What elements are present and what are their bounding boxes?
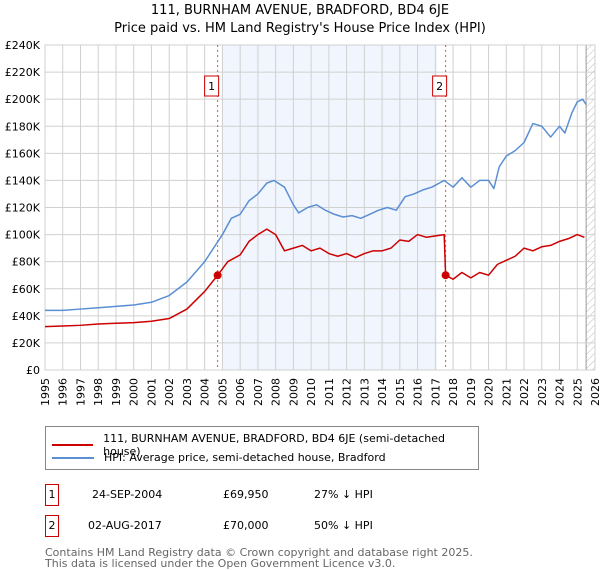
sale-marker-badge: 1 xyxy=(45,484,59,506)
sale-label: 2 xyxy=(436,80,443,93)
footer: Contains HM Land Registry data © Crown c… xyxy=(45,547,473,569)
series-line xyxy=(44,228,585,328)
sale-label-box xyxy=(432,75,448,97)
x-tick-label: 2016 xyxy=(412,378,425,406)
sale-label: 1 xyxy=(208,80,215,93)
chart-title: 111, BURNHAM AVENUE, BRADFORD, BD4 6JE P… xyxy=(0,2,600,38)
x-tick-label: 2004 xyxy=(199,378,212,406)
x-tick-label: 2009 xyxy=(287,378,300,406)
x-tick-label: 2001 xyxy=(145,378,158,406)
x-tick-label: 2002 xyxy=(163,378,176,406)
y-tick-label: £80K xyxy=(12,256,41,269)
title-line-2: Price paid vs. HM Land Registry's House … xyxy=(114,21,486,36)
y-tick-label: £20K xyxy=(12,337,41,350)
sale-price: £70,000 xyxy=(223,519,269,532)
x-tick-label: 2025 xyxy=(571,378,584,406)
x-tick-label: 2026 xyxy=(589,378,600,406)
x-tick-label: 2013 xyxy=(358,378,371,406)
legend-label: 111, BURNHAM AVENUE, BRADFORD, BD4 6JE (… xyxy=(103,432,446,458)
sale-price: £69,950 xyxy=(223,488,269,501)
y-tick-label: £200K xyxy=(5,93,41,106)
x-tick-label: 2012 xyxy=(341,378,354,406)
sale-point xyxy=(441,271,450,280)
x-tick-label: 2020 xyxy=(483,378,496,406)
x-tick-label: 2017 xyxy=(429,378,442,406)
series-line xyxy=(45,98,587,312)
sale-hpi-diff: 50% ↓ HPI xyxy=(314,519,373,532)
plot-border xyxy=(44,44,596,371)
legend-item-property: 111, BURNHAM AVENUE, BRADFORD, BD4 6JE (… xyxy=(52,432,478,458)
footer-line-1: Contains HM Land Registry data © Crown c… xyxy=(45,546,473,559)
x-tick-label: 2005 xyxy=(216,378,229,406)
title-line-1: 111, BURNHAM AVENUE, BRADFORD, BD4 6JE xyxy=(150,3,450,18)
y-tick-label: £40K xyxy=(12,310,41,323)
y-tick-label: £0 xyxy=(26,364,40,377)
sale-hpi-diff: 27% ↓ HPI xyxy=(314,488,373,501)
x-tick-label: 1995 xyxy=(39,378,52,406)
sale-point xyxy=(213,271,222,280)
x-tick-label: 2022 xyxy=(518,378,531,406)
y-tick-label: £120K xyxy=(5,202,41,215)
sale-row-1: 1 24-SEP-2004 £69,950 27% ↓ HPI xyxy=(45,484,545,506)
legend-item-hpi: HPI: Average price, semi-detached house,… xyxy=(52,451,386,464)
x-tick-label: 2014 xyxy=(376,378,389,406)
x-tick-label: 2018 xyxy=(447,378,460,406)
price-chart: 1995 1996 1997 1998 1999 2000 2001 2002 2003 2004… xyxy=(5,39,600,406)
sale-marker-badge: 2 xyxy=(45,515,59,537)
y-tick-label: £160K xyxy=(5,147,41,160)
y-tick-label: £100K xyxy=(5,229,41,242)
y-tick-label: £220K xyxy=(5,66,41,79)
x-tick-label: 1998 xyxy=(92,378,105,406)
x-tick-label: 2019 xyxy=(465,378,478,406)
y-tick-label: £140K xyxy=(5,174,41,187)
y-tick-label: £60K xyxy=(12,283,41,296)
x-tick-label: 2007 xyxy=(252,378,265,406)
sale-date: 02-AUG-2017 xyxy=(88,519,162,532)
x-tick-label: 1997 xyxy=(74,378,87,406)
x-tick-label: 2011 xyxy=(323,378,336,406)
x-tick-label: 1996 xyxy=(57,378,70,406)
sale-label-box xyxy=(204,75,220,97)
red-line-swatch xyxy=(52,444,94,446)
x-tick-label: 2003 xyxy=(181,378,194,406)
x-tick-label: 2010 xyxy=(305,378,318,406)
x-tick-label: 2006 xyxy=(234,378,247,406)
x-tick-label: 2008 xyxy=(270,378,283,406)
x-tick-label: 1999 xyxy=(110,378,123,406)
y-tick-label: £180K xyxy=(5,120,41,133)
blue-line-swatch xyxy=(52,456,94,459)
x-tick-label: 2015 xyxy=(394,378,407,406)
sale-row-2: 2 02-AUG-2017 £70,000 50% ↓ HPI xyxy=(45,515,545,537)
legend: 111, BURNHAM AVENUE, BRADFORD, BD4 6JE (… xyxy=(45,426,479,470)
x-tick-label: 2024 xyxy=(554,378,567,406)
sale-date: 24-SEP-2004 xyxy=(92,488,163,501)
legend-label: HPI: Average price, semi-detached house,… xyxy=(104,451,386,464)
y-tick-label: £240K xyxy=(5,39,41,52)
x-tick-label: 2023 xyxy=(536,378,549,406)
x-tick-label: 2021 xyxy=(500,378,513,406)
x-tick-label: 2000 xyxy=(128,378,141,406)
